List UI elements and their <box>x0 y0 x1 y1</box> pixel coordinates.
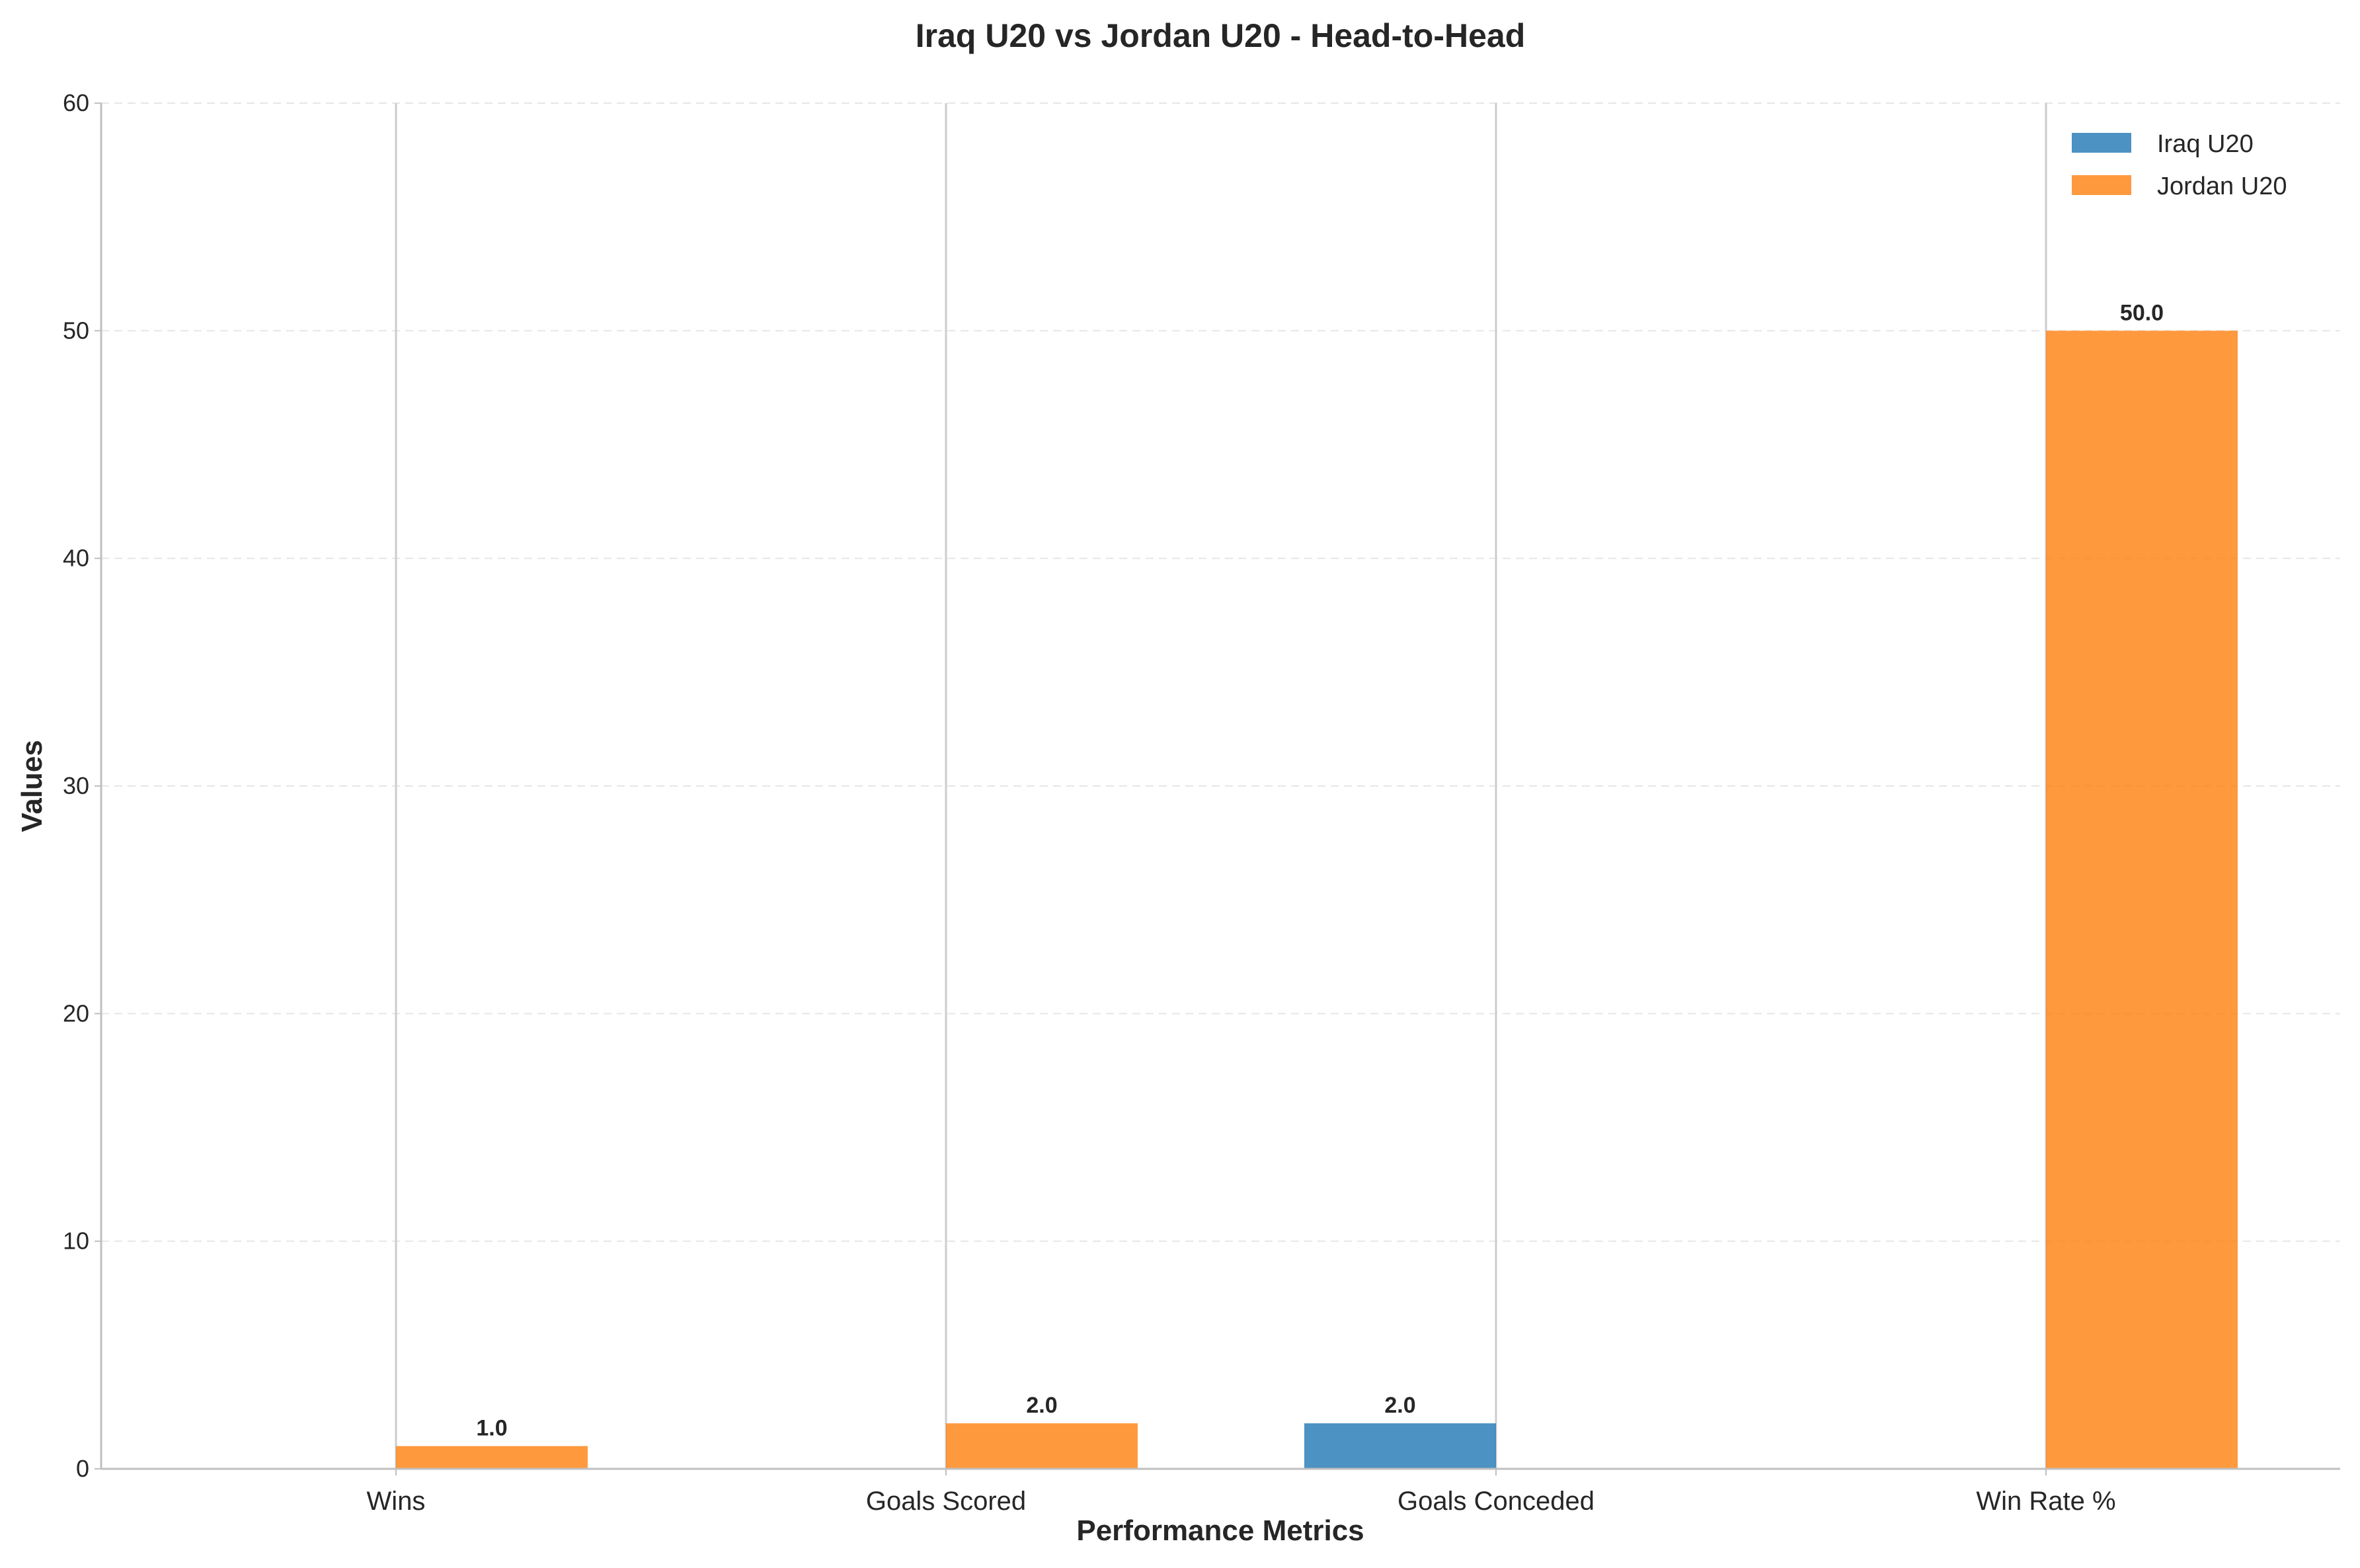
y-axis-label: Values <box>16 740 48 832</box>
y-tick-label: 30 <box>63 772 89 799</box>
x-axis-label: Performance Metrics <box>1076 1514 1364 1547</box>
legend: Iraq U20 Jordan U20 <box>2072 130 2287 200</box>
x-ticks: Wins Goals Scored Goals Conceded Win Rate % <box>367 1469 2116 1516</box>
bar-iraq-u20 <box>1304 1423 1496 1469</box>
data-label: 1.0 <box>476 1416 507 1441</box>
legend-label-jordan: Jordan U20 <box>2157 173 2287 200</box>
x-tick-label: Win Rate % <box>1976 1487 2115 1516</box>
y-tick-label: 60 <box>63 89 89 116</box>
data-label: 2.0 <box>1384 1393 1415 1418</box>
data-label: 2.0 <box>1026 1393 1057 1418</box>
y-tick-label: 0 <box>76 1455 89 1482</box>
y-tick-label: 50 <box>63 317 89 344</box>
grid-lines <box>101 102 2340 1242</box>
y-tick-label: 20 <box>63 1000 89 1027</box>
y-ticks: 0 10 20 30 40 50 60 <box>63 89 101 1482</box>
legend-label-iraq: Iraq U20 <box>2157 130 2254 158</box>
y-tick-label: 10 <box>63 1228 89 1255</box>
chart-title: Iraq U20 vs Jordan U20 - Head-to-Head <box>916 17 1526 54</box>
data-label: 50.0 <box>2120 300 2164 325</box>
y-tick-label: 40 <box>63 545 89 572</box>
bar-jordan-u20 <box>396 1446 588 1469</box>
bars <box>396 331 2238 1469</box>
legend-swatch-jordan <box>2072 175 2131 195</box>
legend-swatch-iraq <box>2072 133 2131 153</box>
data-labels: 1.0 2.0 2.0 50.0 <box>476 300 2164 1440</box>
x-tick-label: Goals Scored <box>866 1487 1026 1516</box>
bar-jordan-u20 <box>2046 331 2238 1469</box>
x-tick-label: Goals Conceded <box>1397 1487 1594 1516</box>
x-tick-label: Wins <box>367 1487 426 1516</box>
bar-jordan-u20 <box>946 1423 1138 1469</box>
